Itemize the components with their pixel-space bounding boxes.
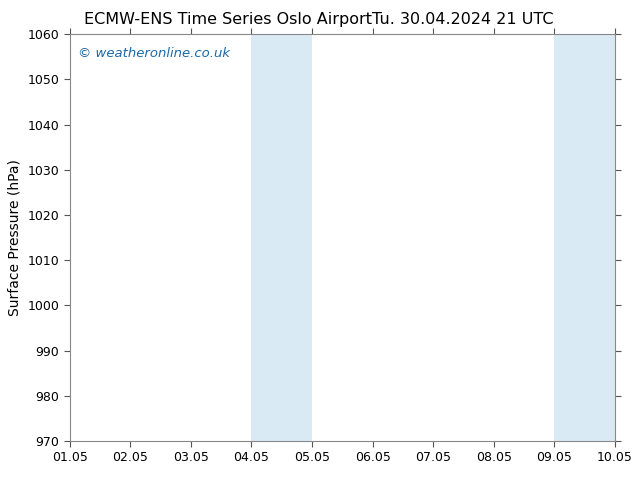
Bar: [252, 34, 312, 441]
Bar: [554, 34, 615, 441]
Text: © weatheronline.co.uk: © weatheronline.co.uk: [78, 47, 230, 59]
Text: ECMW-ENS Time Series Oslo Airport: ECMW-ENS Time Series Oslo Airport: [84, 12, 372, 27]
Text: Tu. 30.04.2024 21 UTC: Tu. 30.04.2024 21 UTC: [372, 12, 553, 27]
Y-axis label: Surface Pressure (hPa): Surface Pressure (hPa): [8, 159, 22, 316]
